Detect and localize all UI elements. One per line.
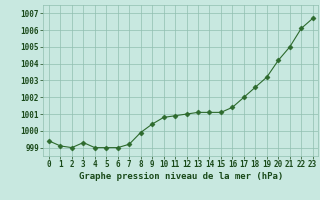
X-axis label: Graphe pression niveau de la mer (hPa): Graphe pression niveau de la mer (hPa) (79, 172, 283, 181)
